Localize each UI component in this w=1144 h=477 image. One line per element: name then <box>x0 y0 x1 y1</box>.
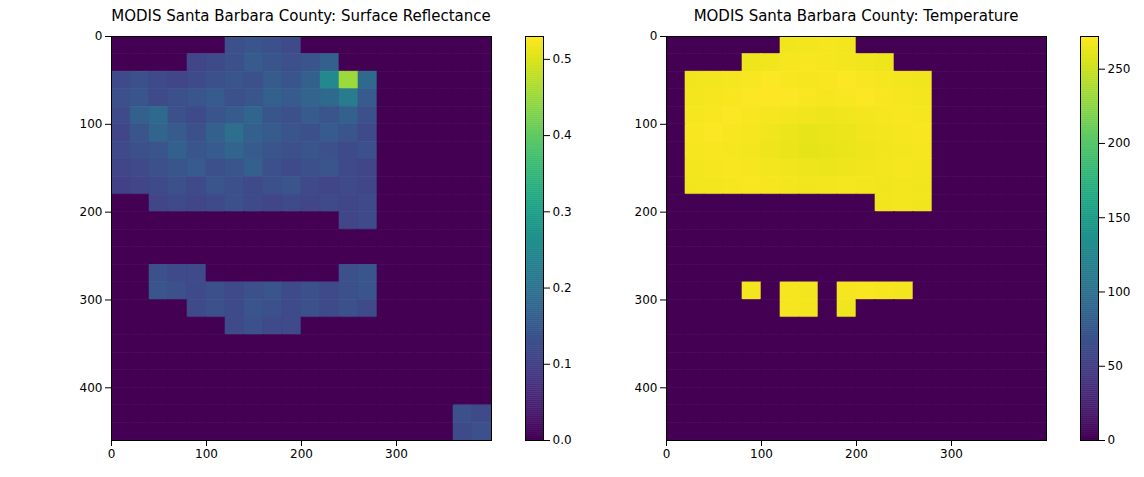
svg-text:300: 300 <box>385 447 408 461</box>
svg-text:0.2: 0.2 <box>553 281 572 295</box>
svg-text:0.0: 0.0 <box>553 433 572 447</box>
svg-text:100: 100 <box>80 117 103 131</box>
svg-text:0: 0 <box>108 447 116 461</box>
svg-text:0: 0 <box>650 29 658 43</box>
svg-text:150: 150 <box>1108 211 1131 225</box>
svg-text:300: 300 <box>635 293 658 307</box>
svg-text:0.3: 0.3 <box>553 205 572 219</box>
svg-text:200: 200 <box>1108 136 1131 150</box>
svg-text:0: 0 <box>663 447 671 461</box>
svg-text:0: 0 <box>1108 433 1116 447</box>
html-text:MODIS Santa Barbara County: Te: MODIS Santa Barbara County: Temperature <box>693 7 1019 25</box>
svg-text:100: 100 <box>750 447 773 461</box>
svg-text:50: 50 <box>1108 359 1123 373</box>
svg-text:200: 200 <box>290 447 313 461</box>
svg-text:0.1: 0.1 <box>553 357 572 371</box>
svg-text:250: 250 <box>1108 62 1131 76</box>
svg-text:100: 100 <box>1108 285 1131 299</box>
html-text:MODIS Santa Barbara County: Su: MODIS Santa Barbara County: Surface Refl… <box>111 7 491 25</box>
svg-text:0: 0 <box>95 29 103 43</box>
svg-text:0.4: 0.4 <box>553 128 572 142</box>
svg-text:300: 300 <box>80 293 103 307</box>
svg-text:200: 200 <box>635 205 658 219</box>
svg-text:200: 200 <box>80 205 103 219</box>
svg-text:100: 100 <box>635 117 658 131</box>
svg-text:100: 100 <box>195 447 218 461</box>
svg-text:400: 400 <box>80 381 103 395</box>
svg-text:400: 400 <box>635 381 658 395</box>
svg-text:0.5: 0.5 <box>553 52 572 66</box>
svg-text:200: 200 <box>845 447 868 461</box>
svg-text:300: 300 <box>940 447 963 461</box>
